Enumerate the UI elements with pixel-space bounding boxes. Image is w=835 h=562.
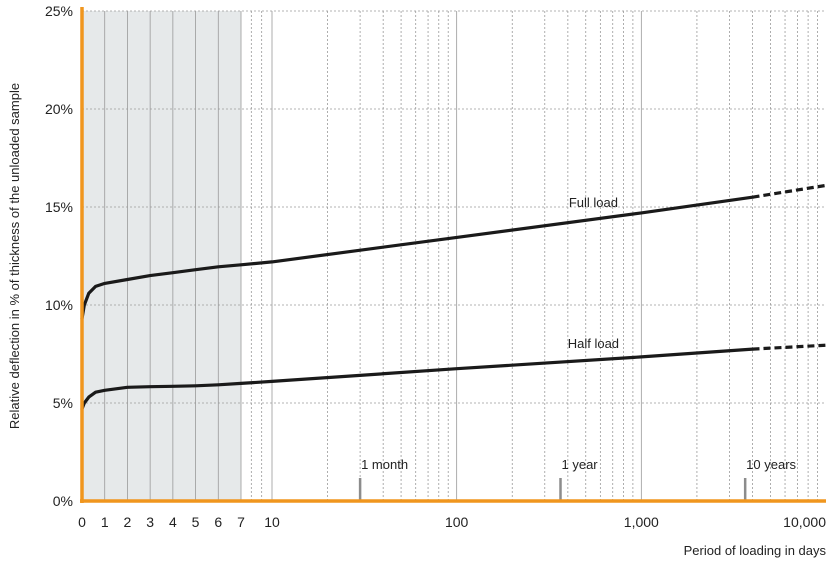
x-tick-label: 3 [146, 514, 154, 530]
annotation-label: 10 years [746, 457, 796, 472]
annotation-label: 1 year [562, 457, 599, 472]
y-tick-label: 25% [45, 3, 73, 19]
series-line-1 [80, 347, 755, 411]
x-tick-label: 2 [124, 514, 132, 530]
x-tick-label: 0 [78, 514, 86, 530]
x-tick-label: 1 [101, 514, 109, 530]
x-tick-labels: 0 1 2 3 4 5 6 7 10 100 1,000 10,000 [78, 514, 826, 530]
annotation-label: 1 month [361, 457, 408, 472]
series-label-1: Half load [568, 336, 619, 351]
axes [80, 7, 826, 503]
x-tick-label: 10 [264, 514, 280, 530]
x-tick-label: 100 [445, 514, 469, 530]
y-tick-label: 10% [45, 297, 73, 313]
y-tick-labels: 0% 5% 10% 15% 20% 25% [45, 3, 73, 509]
annotation-marker [559, 478, 562, 501]
series-line-0 [80, 195, 755, 321]
series-group [80, 183, 827, 411]
series-labels: Full load Half load [568, 195, 619, 351]
x-tick-label: 6 [214, 514, 222, 530]
annotation-marker [743, 478, 747, 501]
y-tick-label: 5% [53, 395, 73, 411]
x-tick-label: 5 [192, 514, 200, 530]
y-tick-label: 0% [53, 493, 73, 509]
series-line-extrapolated-0 [752, 183, 827, 199]
grid [82, 10, 826, 501]
series-line-extrapolated-1 [752, 343, 827, 351]
series-label-0: Full load [569, 195, 618, 210]
y-tick-label: 15% [45, 199, 73, 215]
x-axis-title: Period of loading in days [684, 543, 827, 558]
x-tick-label: 1,000 [624, 514, 659, 530]
x-tick-label: 7 [237, 514, 245, 530]
y-axis-title: Relative deflection in % of thickness of… [7, 83, 22, 429]
shaded-region [82, 11, 241, 501]
x-tick-label: 4 [169, 514, 177, 530]
annotation-marker [358, 478, 362, 501]
y-tick-label: 20% [45, 101, 73, 117]
x-tick-label: 10,000 [783, 514, 826, 530]
annotation-markers: 1 month 1 year 10 years [358, 457, 797, 501]
